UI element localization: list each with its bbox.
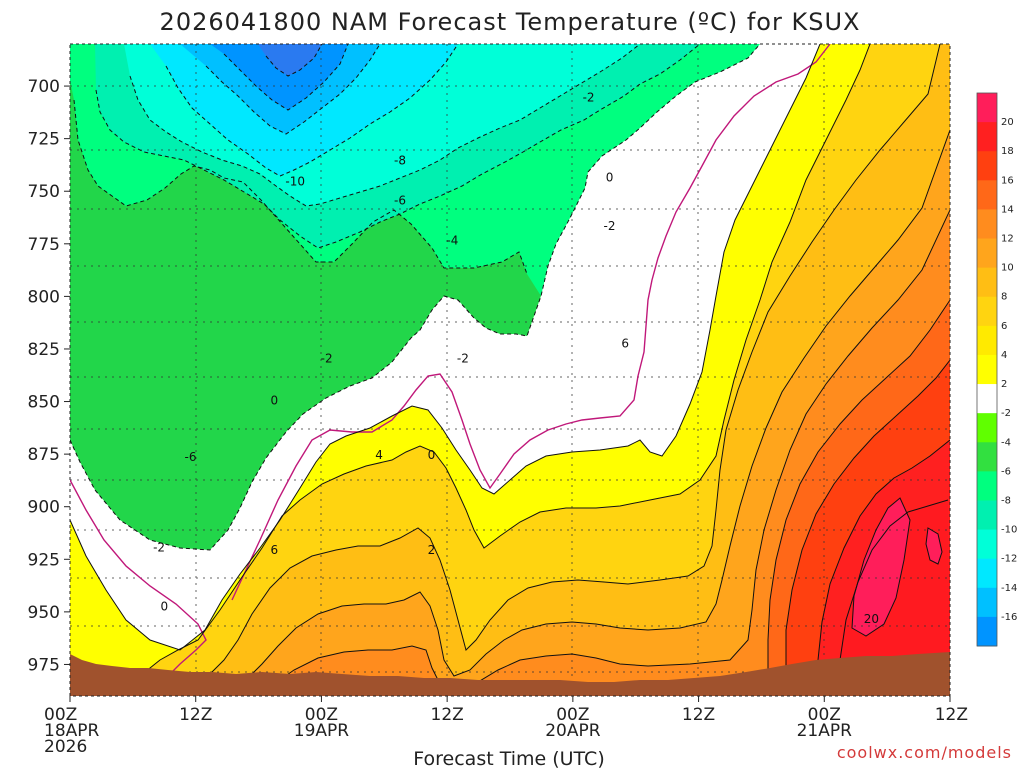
- colorbar-label: -10: [1001, 525, 1017, 536]
- contour-label: -2: [153, 541, 165, 555]
- x-axis-label: Forecast Time (UTC): [413, 748, 604, 768]
- plot-border: [69, 43, 951, 697]
- x-tick-label: 12Z: [682, 705, 715, 725]
- colorbar-label: 6: [1001, 321, 1007, 332]
- contour-label: -6: [184, 450, 196, 464]
- y-tick-label: 950: [28, 603, 60, 623]
- y-tick-label: 800: [28, 287, 60, 307]
- colorbar-label: 16: [1001, 175, 1014, 186]
- colorbar-swatch: [977, 616, 997, 647]
- colorbar-swatch: [977, 442, 997, 472]
- colorbar-swatch: [977, 413, 997, 443]
- y-tick-label: 775: [28, 235, 60, 255]
- contour-label: -10: [285, 175, 305, 189]
- y-tick-label: 725: [28, 130, 60, 150]
- contour-label: 0: [428, 448, 436, 462]
- colorbar-label: 18: [1001, 146, 1014, 157]
- colorbar-label: 2: [1001, 379, 1007, 390]
- contour-label: -2: [457, 351, 469, 365]
- contour-label: -2: [321, 351, 333, 365]
- x-tick-label: 12Z: [431, 705, 464, 725]
- contour-label: 0: [606, 171, 614, 185]
- contour-label: -4: [446, 234, 458, 248]
- y-tick-label: 850: [28, 393, 60, 413]
- colorbar-label: -14: [1001, 583, 1017, 594]
- contour-label: 2: [428, 543, 436, 557]
- colorbar-swatch: [977, 558, 997, 589]
- contour-label: 6: [270, 543, 278, 557]
- colorbar-label: -16: [1001, 612, 1017, 623]
- colorbar-label: 10: [1001, 263, 1014, 274]
- colorbar-swatch: [977, 267, 997, 298]
- colorbar-label: -8: [1001, 495, 1011, 506]
- colorbar: 20 18 16 14 12 10 8 6 4 2 -2 -4 -6 -8 -10 -12 -14 -16: [976, 92, 1017, 647]
- contour-lines-positive: [70, 44, 950, 696]
- contour-label: -6: [394, 194, 406, 208]
- contour-label: 20: [864, 612, 879, 626]
- colorbar-label: -2: [1001, 408, 1011, 419]
- colorbar-swatch: [977, 325, 997, 356]
- colorbar-swatch: [977, 296, 997, 327]
- colorbar-swatch: [977, 93, 997, 123]
- colorbar-label: -12: [1001, 554, 1017, 565]
- colorbar-label: 8: [1001, 292, 1007, 303]
- x-tick-label: 18APR: [44, 721, 100, 741]
- y-tick-label: 900: [28, 498, 60, 518]
- contour-label: 0: [270, 393, 278, 407]
- x-tick-label: 21APR: [797, 721, 853, 741]
- y-tick-label: 975: [28, 655, 60, 675]
- colorbar-swatch: [977, 500, 997, 531]
- colorbar-swatch: [977, 151, 997, 181]
- x-tick-label: 12Z: [935, 705, 968, 725]
- colorbar-swatch: [977, 471, 997, 501]
- x-tick-label: 00Z: [305, 705, 338, 725]
- region-minus14: [210, 44, 348, 110]
- colorbar-label: -4: [1001, 437, 1011, 448]
- plot-area: -2 -8 -10 0 -6 -2 -4 6 -2 -2 0 4 0 -6 6 2 -2 0 20: [70, 44, 950, 696]
- x-tick-label: 19APR: [294, 721, 350, 741]
- y-tick-label: 825: [28, 340, 60, 360]
- x-tick-label: 00Z: [44, 705, 77, 725]
- colorbar-label: 14: [1001, 204, 1014, 215]
- chart-title: 2026041800 NAM Forecast Temperature (ºC)…: [160, 8, 861, 36]
- x-tick-label: 00Z: [556, 705, 589, 725]
- contour-label: 6: [621, 337, 629, 351]
- colorbar-label: 4: [1001, 350, 1007, 361]
- x-tick-label: 2026: [44, 737, 87, 757]
- colorbar-label: 12: [1001, 234, 1014, 245]
- contour-label: -2: [583, 91, 595, 105]
- colorbar-swatch: [977, 180, 997, 210]
- y-tick-label: 925: [28, 550, 60, 570]
- y-tick-label: 875: [28, 445, 60, 465]
- colorbar-swatch: [977, 354, 997, 385]
- y-axis: 700 725 750 775 800 825 850 875 900 925 950 975: [28, 77, 70, 675]
- colorbar-swatch: [977, 209, 997, 240]
- contour-labels: -2 -8 -10 0 -6 -2 -4 6 -2 -2 0 4 0 -6 6 2 -2 0 20: [153, 91, 879, 627]
- contour-label: 4: [375, 448, 383, 462]
- terrain-ground: [70, 652, 950, 696]
- credit-text: coolwx.com/models: [837, 743, 1012, 762]
- colorbar-swatch: [977, 587, 997, 618]
- colorbar-swatch: [977, 122, 997, 152]
- contour-label: -2: [604, 219, 616, 233]
- y-tick-label: 750: [28, 182, 60, 202]
- colorbar-swatch: [977, 238, 997, 269]
- x-tick-label: 12Z: [179, 705, 212, 725]
- colorbar-swatch: [977, 529, 997, 560]
- y-tick-label: 700: [28, 77, 60, 97]
- colorbar-label: 20: [1001, 117, 1014, 128]
- region-minus16: [258, 44, 322, 76]
- colorbar-frame: [976, 92, 998, 647]
- contour-label: 0: [160, 600, 168, 614]
- colorbar-label: -6: [1001, 466, 1011, 477]
- contour-label: -8: [394, 154, 406, 168]
- colorbar-swatch: [977, 384, 997, 414]
- region-plus20: [852, 498, 910, 636]
- contour-lines-negative: [70, 44, 761, 551]
- x-tick-label: 00Z: [808, 705, 841, 725]
- region-plus20-small: [926, 528, 942, 564]
- x-tick-label: 20APR: [545, 721, 601, 741]
